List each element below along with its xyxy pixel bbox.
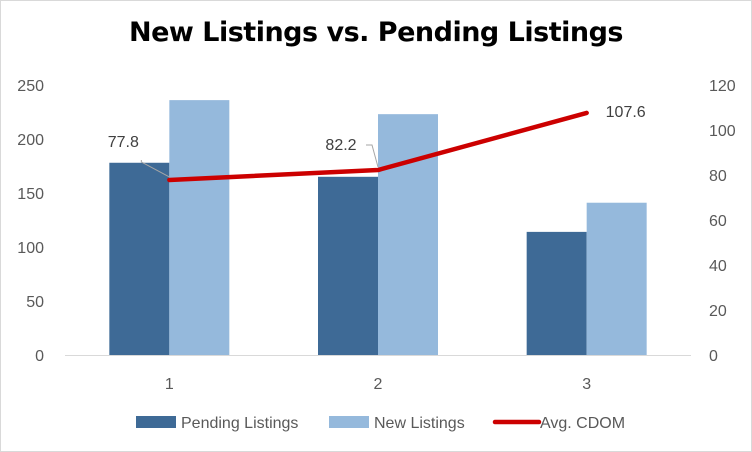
legend-label-pending-listings: Pending Listings	[181, 415, 298, 432]
y-left-tick-label: 200	[17, 132, 44, 149]
legend-label-new-listings: New Listings	[374, 415, 465, 432]
line-avg-cdom	[167, 110, 589, 183]
y-right-tick-label: 20	[709, 303, 727, 320]
y-right-tick-label: 100	[709, 123, 736, 140]
y-left-tick-label: 100	[17, 240, 44, 257]
chart-title: New Listings vs. Pending Listings	[129, 17, 623, 48]
y-right-tick-label: 120	[709, 78, 736, 95]
x-tick-label: 3	[582, 376, 591, 393]
bar-new-listings	[378, 114, 438, 355]
x-tick-label: 2	[374, 376, 383, 393]
y-left-tick-label: 0	[35, 348, 44, 365]
legend-swatch-pending-listings	[136, 416, 176, 428]
data-label: 77.8	[108, 134, 139, 151]
bar-new-listings	[586, 202, 647, 355]
data-label: 82.2	[325, 137, 356, 154]
y-right-tick-label: 60	[709, 213, 727, 230]
y-right-tick-label: 0	[709, 348, 718, 365]
y-right-tick-label: 80	[709, 168, 727, 185]
y-left-tick-label: 150	[17, 186, 44, 203]
legend-swatch-new-listings	[329, 416, 369, 428]
x-tick-label: 1	[165, 376, 174, 393]
data-label-leader	[140, 159, 170, 178]
legend-label-avg-cdom: Avg. CDOM	[540, 415, 625, 432]
data-label-leader	[366, 144, 379, 168]
bar-new-listings	[169, 100, 230, 356]
y-right-tick-label: 40	[709, 258, 727, 275]
bar-pending-listings	[526, 231, 587, 355]
bar-pending-listings	[318, 176, 378, 355]
data-label: 107.6	[606, 104, 646, 121]
y-left-tick-label: 250	[17, 78, 44, 95]
y-left-tick-label: 50	[26, 294, 44, 311]
bar-pending-listings	[109, 162, 170, 355]
